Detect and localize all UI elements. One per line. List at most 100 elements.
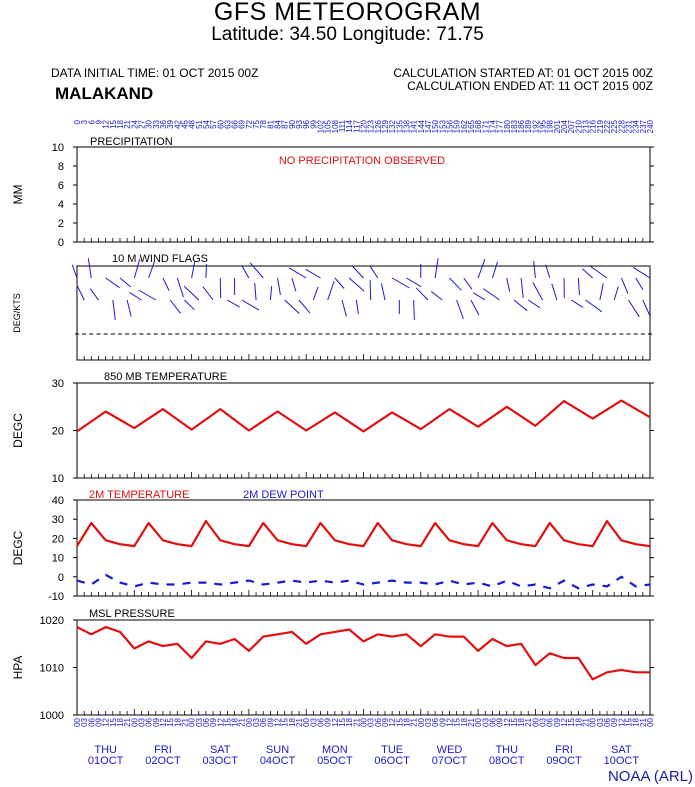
top-hour-label: 123 [367, 119, 376, 133]
wind-flag [470, 299, 480, 316]
y-tick-label: 8 [58, 161, 64, 173]
top-hour-label: 51 [195, 119, 204, 128]
y-axis-label-5: HPA [11, 656, 25, 680]
wind-flag [570, 299, 584, 308]
bottom-hour-label: 00 [73, 717, 82, 726]
wind-flag [148, 261, 155, 279]
wind-flag [477, 259, 486, 279]
wind-flag [506, 277, 511, 292]
y-tick-label: 10 [52, 553, 64, 565]
bottom-hour-label: 00 [302, 717, 311, 726]
bottom-hour-label: 21 [238, 717, 247, 726]
bottom-hour-label: 12 [216, 717, 225, 726]
legend-2m-temperature: 2M TEMPERATURE [89, 489, 189, 501]
top-hour-label: 180 [503, 119, 512, 133]
bottom-hour-label: 18 [345, 717, 354, 726]
bottom-hour-label: 09 [152, 717, 161, 726]
day-of-week-label: SAT [611, 744, 632, 756]
top-hour-label: 105 [324, 119, 333, 133]
bottom-hour-label: 12 [388, 717, 397, 726]
bottom-hour-label: 18 [231, 717, 240, 726]
wind-flag [430, 291, 443, 301]
bottom-hour-label: 06 [488, 717, 497, 726]
wind-flag [205, 263, 207, 279]
top-hour-label: 114 [345, 119, 354, 132]
top-hour-label: 240 [646, 119, 655, 133]
bottom-hour-label: 00 [245, 717, 254, 726]
top-hour-label: 222 [603, 119, 612, 133]
wind-flag [184, 299, 195, 311]
wind-flag [133, 258, 141, 279]
wind-flag [87, 258, 92, 279]
bottom-hour-label: 09 [496, 717, 505, 726]
wind-flag [599, 283, 604, 301]
y-tick-label: 40 [52, 495, 64, 507]
bottom-hour-label: 00 [188, 717, 197, 726]
bottom-hour-label: 12 [102, 717, 111, 726]
bottom-hour-label: 09 [266, 717, 275, 726]
top-hour-label: 126 [374, 119, 383, 133]
noaa-credit: NOAA (ARL) [607, 768, 693, 785]
top-hour-label: 42 [173, 119, 182, 128]
top-hour-label: 12 [102, 119, 111, 128]
bottom-hour-label: 18 [402, 717, 411, 726]
top-hour-label: 6 [87, 119, 96, 124]
bottom-hour-label: 18 [632, 717, 641, 726]
top-hour-label: 57 [209, 119, 218, 128]
bottom-hour-label: 06 [202, 717, 211, 726]
top-hour-label: 84 [274, 119, 283, 128]
top-hour-label: 93 [295, 119, 304, 128]
day-date-label: 09OCT [546, 755, 582, 767]
wind-flag [434, 258, 439, 279]
bottom-hour-label: 21 [467, 717, 476, 726]
top-hour-label: 168 [474, 119, 483, 133]
wind-flag [291, 277, 297, 292]
top-hour-label: 0 [73, 119, 82, 124]
wind-flag [241, 299, 260, 311]
wind-flag [249, 262, 264, 279]
wind-flag [129, 292, 142, 301]
wind-flag [415, 287, 429, 301]
y-tick-label: 1010 [40, 663, 64, 675]
wind-flag [545, 264, 551, 279]
bottom-hour-label: 21 [123, 717, 132, 726]
bottom-hour-label: 15 [625, 717, 634, 726]
top-hour-label: 72 [245, 119, 254, 128]
top-hour-label: 156 [445, 119, 454, 133]
top-hour-label: 111 [338, 119, 347, 132]
bottom-hour-label: 15 [166, 717, 175, 726]
top-hour-label: 45 [180, 119, 189, 128]
top-hour-label: 204 [560, 119, 569, 133]
bottom-hour-label: 12 [503, 717, 512, 726]
wind-flag [126, 299, 132, 317]
wind-flag [341, 299, 347, 317]
bottom-hour-label: 06 [374, 717, 383, 726]
panel-frame-5 [76, 619, 651, 716]
series-850mb-temperature [76, 399, 651, 433]
wind-flag [380, 283, 386, 301]
bottom-hour-label: 18 [460, 717, 469, 726]
bottom-hour-label: 03 [309, 717, 318, 726]
top-hour-label: 60 [216, 119, 225, 128]
bottom-hour-label: 00 [646, 717, 655, 726]
top-hour-label: 39 [166, 119, 175, 128]
bottom-hour-label: 00 [531, 717, 540, 726]
bottom-hour-label: 03 [481, 717, 490, 726]
bottom-hour-label: 15 [281, 717, 290, 726]
bottom-hour-label: 00 [417, 717, 426, 726]
page-subtitle: Latitude: 34.50 Longitude: 71.75 [211, 24, 484, 45]
day-of-week-label: SUN [266, 744, 289, 756]
bottom-hour-label: 06 [259, 717, 268, 726]
top-hour-label: 66 [231, 119, 240, 128]
top-hour-label: 207 [567, 119, 576, 133]
wind-flag [533, 261, 536, 279]
no-precip-annotation: NO PRECIPITATION OBSERVED [279, 155, 445, 167]
top-hour-label: 171 [481, 119, 490, 133]
wind-flag [456, 299, 464, 319]
day-date-label: 08OCT [489, 755, 525, 767]
day-of-week-label: FRI [555, 744, 573, 756]
bottom-hour-label: 00 [474, 717, 483, 726]
top-hour-label: 162 [460, 119, 469, 133]
850mb-title: 850 MB TEMPERATURE [104, 371, 227, 383]
top-hour-label: 15 [109, 119, 118, 128]
